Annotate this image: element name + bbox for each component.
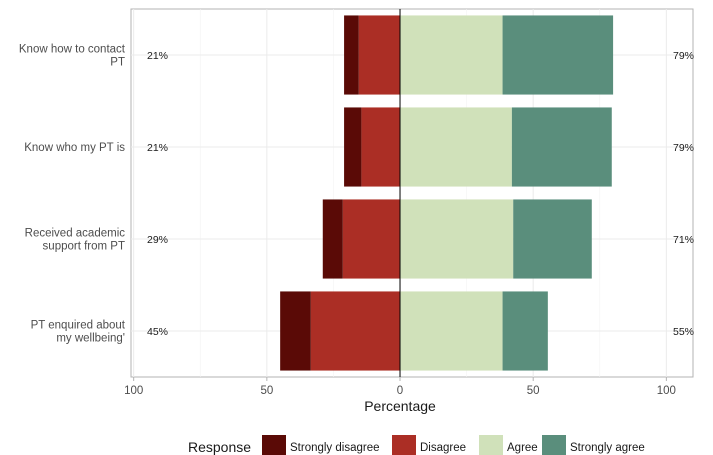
- legend-swatch-agree: [479, 435, 503, 455]
- x-tick-label-1: 50: [260, 385, 273, 397]
- x-tick-label-2: 0: [397, 385, 403, 397]
- category-label-line: PT: [110, 57, 125, 69]
- bar-disagree-1: [361, 107, 401, 187]
- bar-strongly-agree-0: [502, 15, 614, 95]
- right-percent-label-0: 79%: [673, 50, 694, 62]
- percentage-labels: 21% 79% 21% 79% 29% 71% 45% 55%: [147, 50, 694, 338]
- category-labels: Know how to contact PT Know who my PT is Re…: [19, 44, 126, 345]
- bar-disagree-3: [310, 291, 401, 371]
- left-percent-label-3: 45%: [147, 326, 168, 338]
- bar-agree-2: [400, 199, 514, 279]
- x-tick-label-3: 50: [527, 385, 540, 397]
- x-tick-label-0: 100: [124, 385, 143, 397]
- category-label-line: support from PT: [43, 241, 125, 253]
- bar-strongly-agree-3: [502, 291, 548, 371]
- legend-label-agree: Agree: [507, 442, 538, 454]
- category-label-line: PT enquired about: [31, 320, 126, 332]
- bar-strongly-disagree-2: [322, 199, 343, 279]
- legend-label-disagree: Disagree: [420, 442, 466, 454]
- category-label-line: Received academic: [25, 228, 126, 240]
- right-percent-label-2: 71%: [673, 234, 694, 246]
- category-label-1: Know who my PT is: [24, 142, 125, 154]
- x-axis-title: Percentage: [364, 398, 436, 414]
- x-axis-ticks: 100 50 0 50 100: [124, 377, 676, 397]
- category-label-0: Know how to contact PT: [19, 44, 126, 69]
- legend-title: Response: [188, 439, 251, 455]
- left-percent-label-1: 21%: [147, 142, 168, 154]
- bar-strongly-agree-2: [513, 199, 592, 279]
- legend-swatch-strongly-agree: [542, 435, 566, 455]
- bar-disagree-2: [342, 199, 401, 279]
- right-percent-label-1: 79%: [673, 142, 694, 154]
- bar-segments: [280, 15, 614, 371]
- x-tick-label-4: 100: [657, 385, 676, 397]
- legend-swatch-disagree: [392, 435, 416, 455]
- legend-label-strongly-agree: Strongly agree: [570, 442, 645, 454]
- left-percent-label-2: 29%: [147, 234, 168, 246]
- bar-strongly-disagree-3: [280, 291, 311, 371]
- bar-strongly-disagree-1: [344, 107, 362, 187]
- bar-agree-3: [400, 291, 503, 371]
- bar-disagree-0: [358, 15, 401, 95]
- category-label-line: Know how to contact: [19, 44, 126, 56]
- category-label-3: PT enquired about my wellbeing': [31, 320, 126, 345]
- legend: Response Strongly disagree Disagree Agree St…: [188, 435, 645, 455]
- bar-strongly-disagree-0: [344, 15, 359, 95]
- left-percent-label-0: 21%: [147, 50, 168, 62]
- legend-swatch-strongly-disagree: [262, 435, 286, 455]
- bar-agree-1: [400, 107, 512, 187]
- bar-agree-0: [400, 15, 503, 95]
- category-label-line: my wellbeing': [56, 333, 125, 345]
- right-percent-label-3: 55%: [673, 326, 694, 338]
- category-label-line: Know who my PT is: [24, 142, 125, 154]
- bar-strongly-agree-1: [511, 107, 612, 187]
- legend-label-strongly-disagree: Strongly disagree: [290, 442, 380, 454]
- category-label-2: Received academic support from PT: [25, 228, 126, 253]
